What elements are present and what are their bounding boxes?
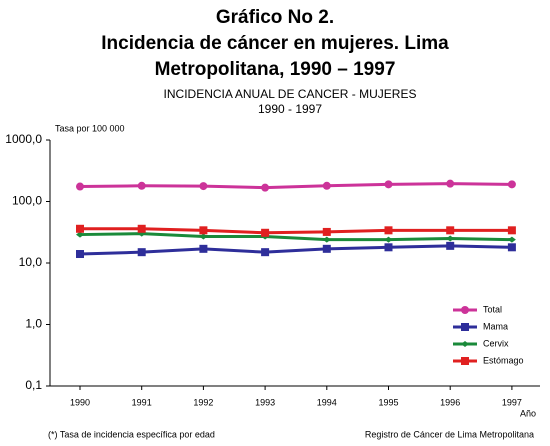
x-tick-label: 1992 bbox=[193, 397, 213, 407]
legend-label: Total bbox=[483, 304, 502, 314]
chart-title: Metropolitana, 1990 – 1997 bbox=[155, 59, 396, 80]
marker bbox=[199, 182, 208, 191]
marker bbox=[461, 341, 469, 347]
chart-title: Incidencia de cáncer en mujeres. Lima bbox=[101, 33, 449, 54]
legend-label: Estómago bbox=[483, 355, 524, 365]
marker bbox=[384, 243, 393, 252]
marker bbox=[461, 357, 469, 365]
marker bbox=[384, 236, 393, 243]
marker bbox=[261, 183, 270, 192]
x-tick-label: 1996 bbox=[440, 397, 460, 407]
marker bbox=[461, 306, 469, 314]
x-tick-label: 1990 bbox=[70, 397, 90, 407]
x-tick-label: 1997 bbox=[502, 397, 522, 407]
footnote: (*) Tasa de incidencia específica por ed… bbox=[48, 429, 215, 439]
x-axis-label: Año bbox=[520, 408, 536, 418]
marker bbox=[507, 180, 516, 189]
marker bbox=[261, 228, 270, 237]
marker bbox=[384, 226, 393, 235]
marker bbox=[76, 224, 84, 233]
marker bbox=[446, 179, 455, 188]
marker bbox=[137, 224, 146, 233]
x-tick-label: 1993 bbox=[255, 397, 275, 407]
source: Registro de Cáncer de Lima Metropolitana bbox=[365, 429, 534, 439]
marker bbox=[76, 231, 84, 238]
marker bbox=[137, 181, 146, 190]
marker bbox=[199, 226, 208, 235]
marker bbox=[322, 244, 331, 253]
marker bbox=[384, 180, 393, 189]
y-tick-label: 0,1 bbox=[25, 378, 42, 392]
y-tick-label: 1,0 bbox=[25, 317, 42, 331]
marker bbox=[507, 243, 516, 252]
marker bbox=[461, 323, 469, 331]
y-tick-label: 10,0 bbox=[19, 255, 43, 269]
x-tick-label: 1995 bbox=[378, 397, 398, 407]
x-tick-label: 1991 bbox=[132, 397, 152, 407]
marker bbox=[322, 181, 331, 190]
marker bbox=[322, 227, 331, 236]
marker bbox=[446, 226, 455, 235]
marker bbox=[76, 182, 84, 191]
y-tick-label: 100,0 bbox=[12, 194, 42, 208]
marker bbox=[199, 244, 208, 253]
y-axis-label: Tasa por 100 000 bbox=[55, 123, 125, 133]
marker bbox=[507, 236, 516, 243]
chart-subtitle: 1990 - 1997 bbox=[258, 102, 322, 116]
marker bbox=[199, 233, 208, 240]
marker bbox=[76, 250, 84, 259]
series-line bbox=[80, 227, 512, 235]
series-line bbox=[79, 182, 512, 190]
marker bbox=[261, 248, 270, 257]
legend-label: Cervix bbox=[483, 338, 509, 348]
marker bbox=[507, 226, 516, 235]
y-tick-label: 1000,0 bbox=[5, 132, 42, 146]
marker bbox=[322, 236, 331, 243]
series-line bbox=[79, 232, 512, 242]
chart-title: Gráfico No 2. bbox=[216, 7, 334, 28]
series-line bbox=[79, 244, 512, 256]
marker bbox=[137, 248, 146, 257]
marker bbox=[446, 235, 455, 242]
chart-subtitle: INCIDENCIA ANUAL DE CANCER - MUJERES bbox=[164, 87, 417, 101]
x-tick-label: 1994 bbox=[317, 397, 337, 407]
legend-label: Mama bbox=[483, 321, 508, 331]
marker bbox=[446, 241, 455, 250]
